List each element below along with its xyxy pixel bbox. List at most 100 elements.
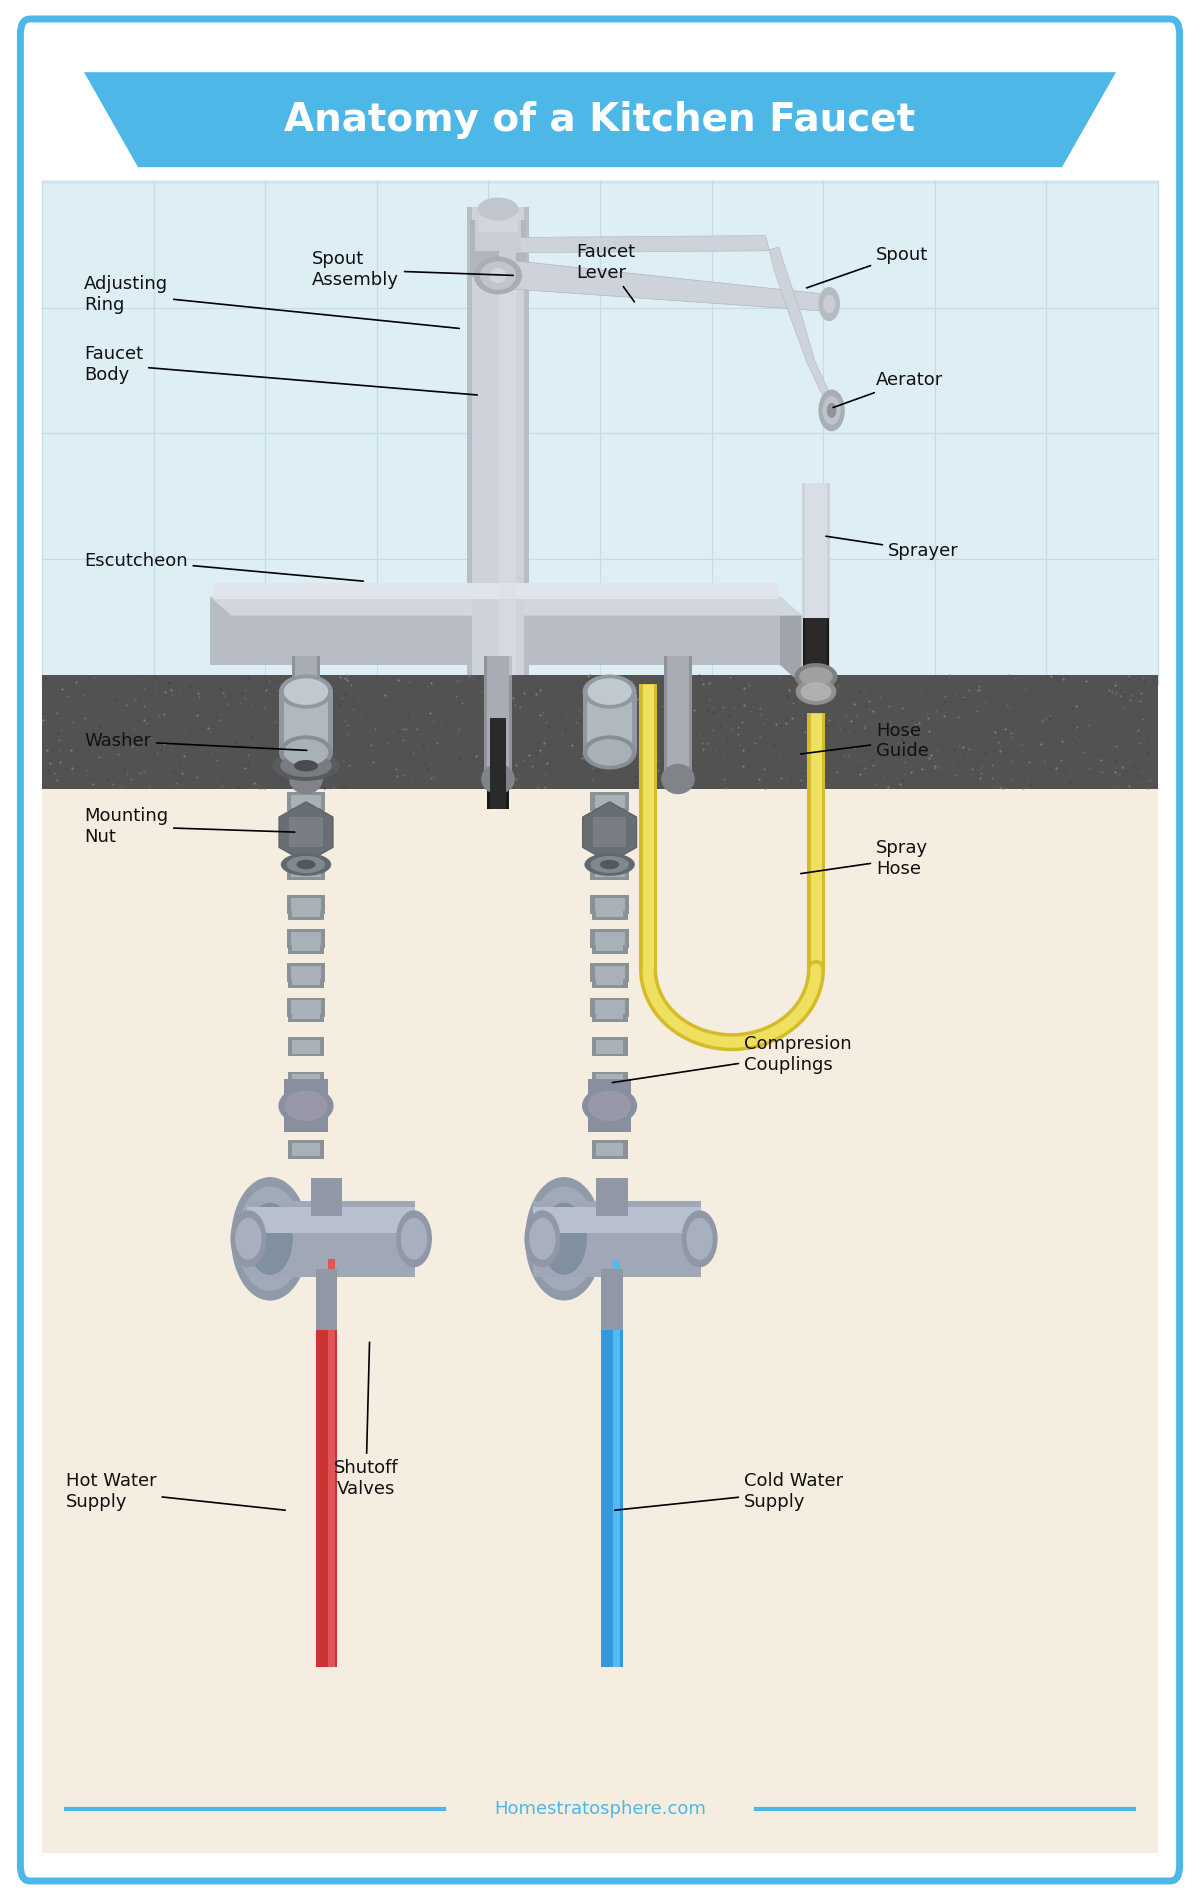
FancyBboxPatch shape <box>592 935 628 954</box>
Ellipse shape <box>281 754 331 777</box>
FancyBboxPatch shape <box>590 895 629 914</box>
FancyBboxPatch shape <box>292 794 322 808</box>
FancyBboxPatch shape <box>293 902 319 916</box>
FancyBboxPatch shape <box>288 1037 324 1056</box>
Ellipse shape <box>529 1218 556 1260</box>
FancyBboxPatch shape <box>478 209 518 232</box>
FancyBboxPatch shape <box>293 1039 319 1053</box>
FancyBboxPatch shape <box>805 618 827 674</box>
FancyBboxPatch shape <box>247 1201 415 1277</box>
Ellipse shape <box>401 1218 427 1260</box>
FancyBboxPatch shape <box>293 1110 319 1121</box>
Text: Shutoff
Valves: Shutoff Valves <box>334 1341 398 1497</box>
FancyBboxPatch shape <box>316 1260 337 1668</box>
FancyBboxPatch shape <box>592 1140 628 1159</box>
FancyBboxPatch shape <box>292 897 322 910</box>
FancyBboxPatch shape <box>293 1074 319 1087</box>
FancyBboxPatch shape <box>590 963 629 982</box>
FancyBboxPatch shape <box>288 1072 324 1091</box>
FancyBboxPatch shape <box>487 656 509 781</box>
FancyBboxPatch shape <box>316 1269 337 1330</box>
FancyBboxPatch shape <box>595 897 624 910</box>
Ellipse shape <box>823 395 840 424</box>
FancyBboxPatch shape <box>595 937 624 950</box>
FancyBboxPatch shape <box>533 1201 701 1277</box>
FancyBboxPatch shape <box>292 931 322 944</box>
Ellipse shape <box>583 674 637 709</box>
Ellipse shape <box>278 735 334 770</box>
FancyBboxPatch shape <box>292 828 322 842</box>
FancyBboxPatch shape <box>292 999 322 1015</box>
Ellipse shape <box>294 760 318 771</box>
Text: Faucet
Lever: Faucet Lever <box>576 243 635 302</box>
Ellipse shape <box>284 1091 328 1121</box>
Ellipse shape <box>284 678 329 705</box>
Ellipse shape <box>588 1091 631 1121</box>
FancyBboxPatch shape <box>588 1079 631 1132</box>
FancyBboxPatch shape <box>803 618 829 694</box>
Polygon shape <box>582 802 637 863</box>
FancyBboxPatch shape <box>293 937 319 950</box>
Ellipse shape <box>827 403 836 418</box>
Ellipse shape <box>230 1210 266 1267</box>
Ellipse shape <box>232 1178 310 1302</box>
FancyBboxPatch shape <box>295 656 317 781</box>
Text: Compresion
Couplings: Compresion Couplings <box>612 1036 852 1083</box>
FancyBboxPatch shape <box>592 1003 628 1022</box>
FancyBboxPatch shape <box>588 695 631 749</box>
Polygon shape <box>510 260 830 312</box>
FancyBboxPatch shape <box>278 694 334 750</box>
FancyBboxPatch shape <box>595 863 624 876</box>
FancyBboxPatch shape <box>593 817 626 847</box>
Ellipse shape <box>235 1218 262 1260</box>
Polygon shape <box>210 597 802 616</box>
Ellipse shape <box>800 682 832 701</box>
FancyBboxPatch shape <box>292 656 320 781</box>
FancyBboxPatch shape <box>590 861 629 880</box>
Ellipse shape <box>682 1210 718 1267</box>
FancyBboxPatch shape <box>288 1003 324 1022</box>
FancyBboxPatch shape <box>533 1206 701 1233</box>
FancyBboxPatch shape <box>595 794 624 808</box>
Polygon shape <box>278 802 334 863</box>
FancyBboxPatch shape <box>467 207 529 674</box>
FancyBboxPatch shape <box>595 902 624 916</box>
FancyBboxPatch shape <box>288 969 324 988</box>
FancyBboxPatch shape <box>592 1106 628 1125</box>
Ellipse shape <box>600 859 619 870</box>
FancyBboxPatch shape <box>491 718 506 809</box>
Ellipse shape <box>272 750 340 781</box>
Ellipse shape <box>541 1203 587 1275</box>
FancyBboxPatch shape <box>590 929 629 948</box>
Text: Escutcheon: Escutcheon <box>84 551 364 581</box>
FancyBboxPatch shape <box>20 19 1180 1881</box>
FancyBboxPatch shape <box>595 971 624 984</box>
Text: Spout: Spout <box>806 245 929 289</box>
FancyBboxPatch shape <box>42 770 1158 1852</box>
FancyBboxPatch shape <box>805 483 827 673</box>
Text: Faucet
Body: Faucet Body <box>84 346 478 395</box>
Polygon shape <box>515 236 835 403</box>
FancyBboxPatch shape <box>287 998 325 1016</box>
FancyBboxPatch shape <box>595 1142 624 1155</box>
FancyBboxPatch shape <box>293 971 319 984</box>
FancyBboxPatch shape <box>472 207 523 674</box>
Ellipse shape <box>661 764 695 794</box>
FancyBboxPatch shape <box>292 863 322 876</box>
FancyBboxPatch shape <box>288 901 324 920</box>
FancyBboxPatch shape <box>590 792 629 811</box>
Ellipse shape <box>583 735 637 770</box>
FancyBboxPatch shape <box>42 180 1158 684</box>
FancyBboxPatch shape <box>293 1142 319 1155</box>
FancyBboxPatch shape <box>288 935 324 954</box>
Polygon shape <box>210 597 780 665</box>
FancyBboxPatch shape <box>595 828 624 842</box>
FancyBboxPatch shape <box>592 1037 628 1056</box>
Text: Hot Water
Supply: Hot Water Supply <box>66 1472 286 1510</box>
FancyBboxPatch shape <box>601 1269 623 1330</box>
FancyBboxPatch shape <box>311 1178 342 1216</box>
Ellipse shape <box>281 853 331 876</box>
FancyBboxPatch shape <box>595 965 624 980</box>
Text: Spout
Assembly: Spout Assembly <box>312 251 514 289</box>
Ellipse shape <box>794 663 838 690</box>
